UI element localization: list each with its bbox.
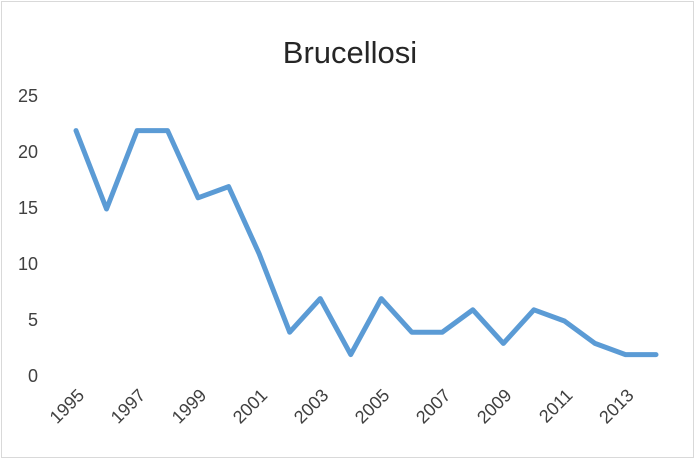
y-tick-label: 10 — [18, 254, 38, 274]
y-tick-label: 5 — [28, 310, 38, 330]
y-tick-label: 20 — [18, 142, 38, 162]
data-line — [73, 128, 659, 358]
y-tick-label: 25 — [18, 86, 38, 106]
y-tick-label: 15 — [18, 198, 38, 218]
chart-title: Brucellosi — [283, 35, 417, 70]
y-tick-label: 0 — [28, 366, 38, 386]
